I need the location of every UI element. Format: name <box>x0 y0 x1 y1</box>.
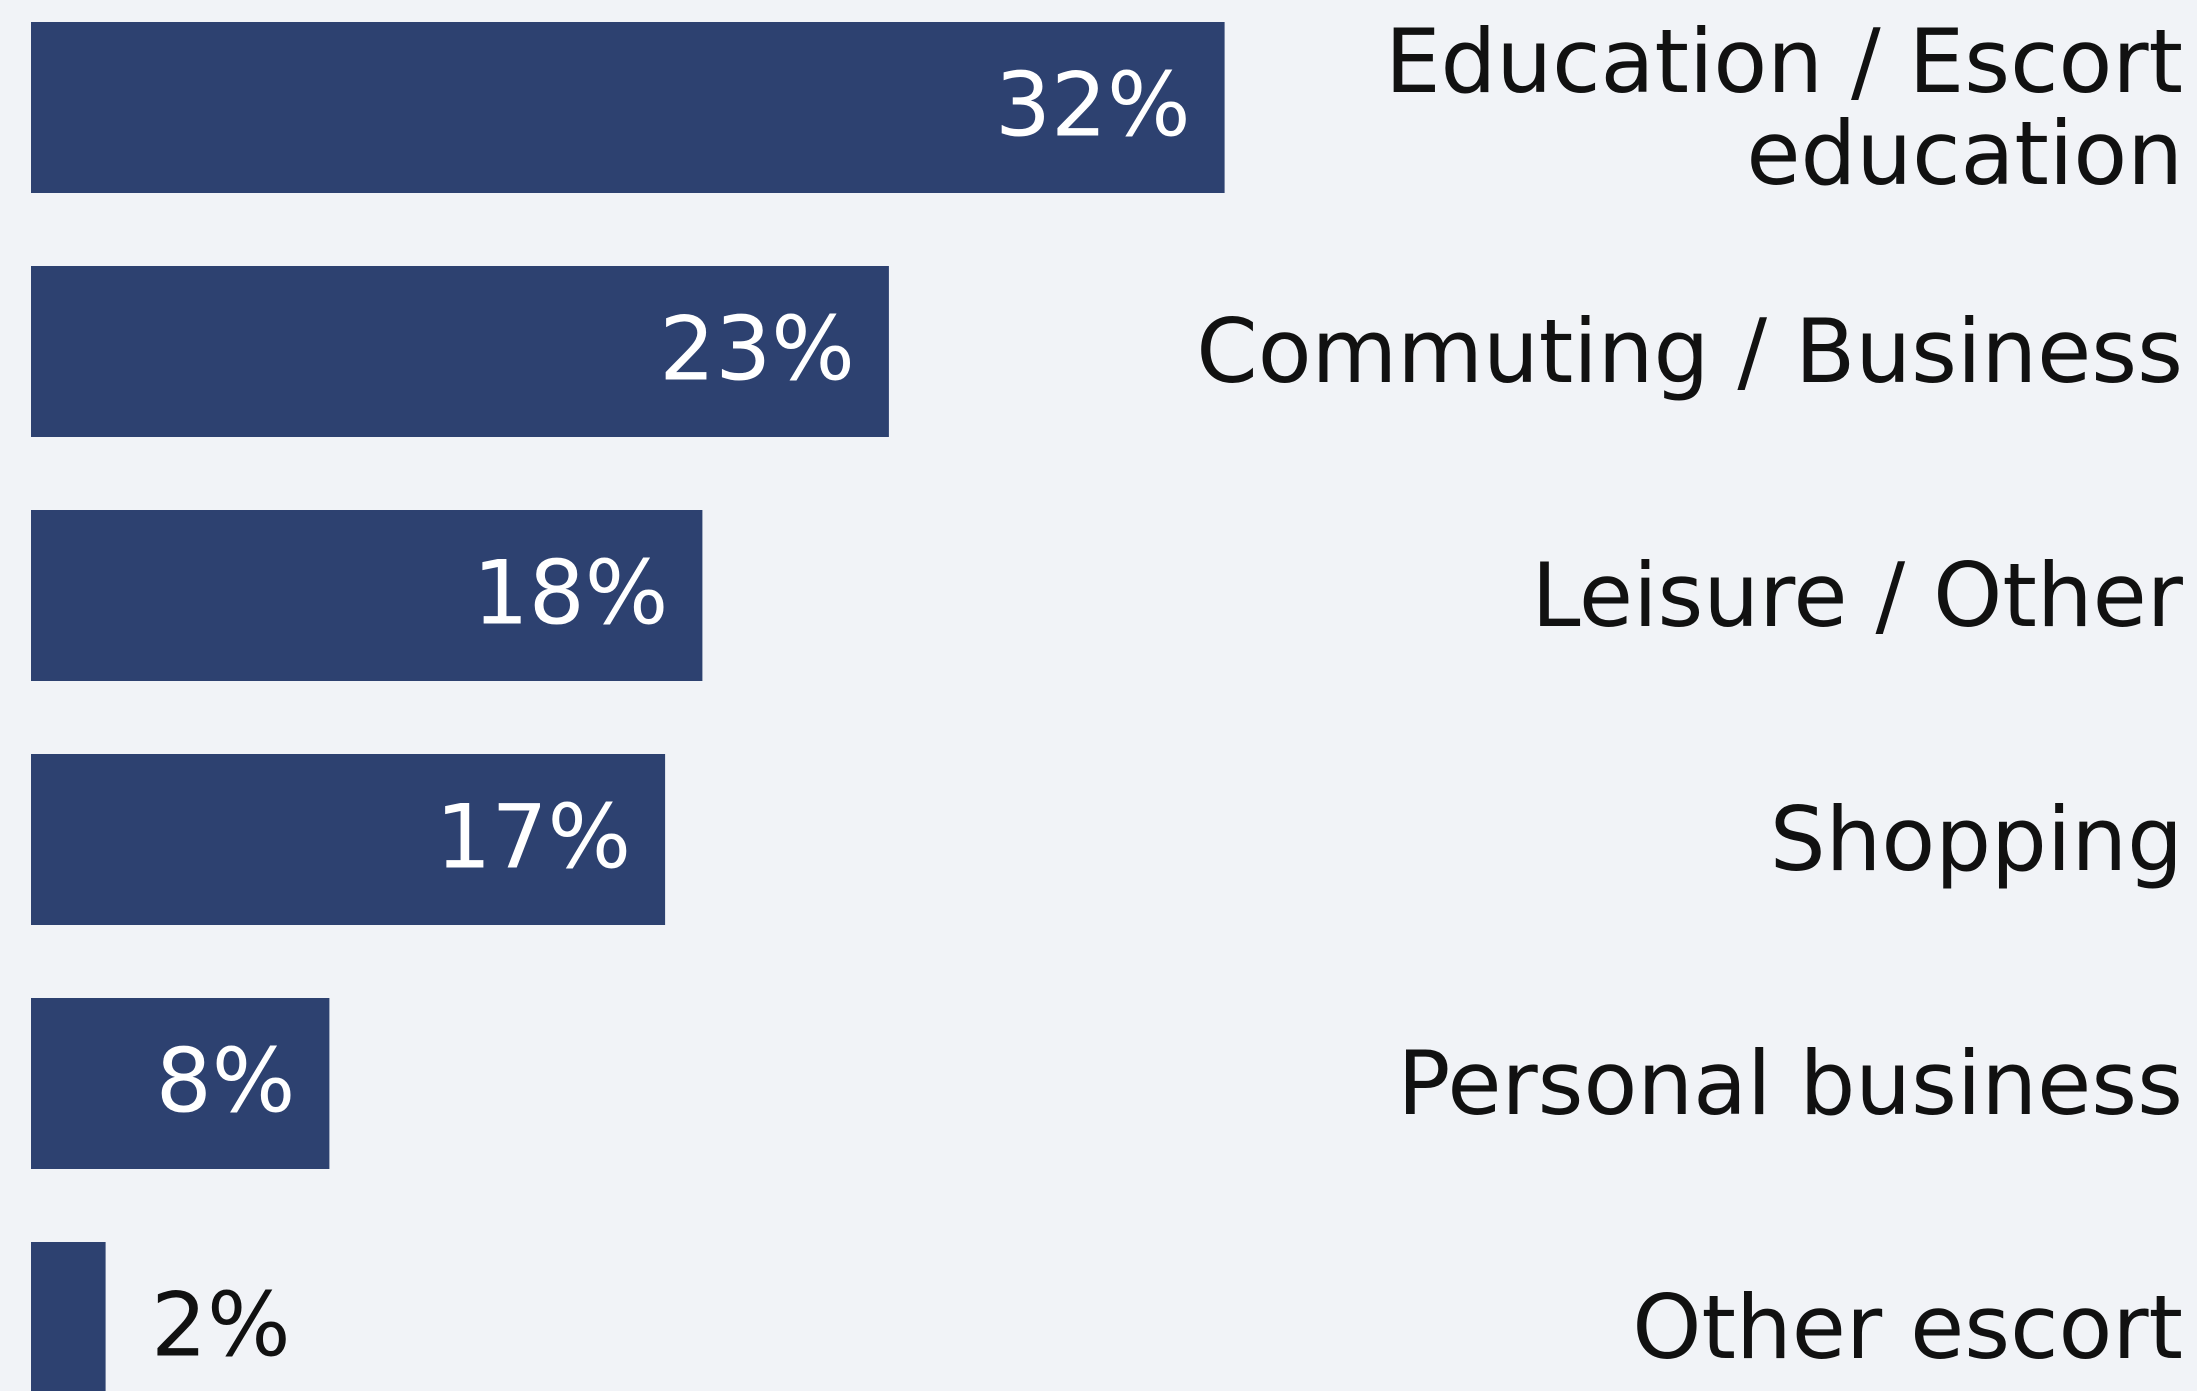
value-label: 18% <box>473 541 669 644</box>
bar <box>31 998 330 1169</box>
category-label: Shopping <box>1769 787 2183 891</box>
value-label: 2% <box>151 1273 291 1376</box>
category-label: Other escort <box>1632 1275 2183 1379</box>
bar <box>31 510 703 681</box>
category-label: Leisure / Other <box>1531 543 2183 647</box>
category-label: Education / Escort education <box>1384 9 2183 205</box>
value-label: 23% <box>659 297 855 400</box>
category-label: Commuting / Business <box>1196 299 2183 403</box>
bar <box>31 22 1225 193</box>
bar <box>31 1242 106 1391</box>
value-label: 8% <box>156 1029 296 1132</box>
bar <box>31 266 889 437</box>
value-label: 17% <box>436 785 632 888</box>
value-label: 32% <box>995 53 1191 156</box>
category-label: Personal business <box>1397 1031 2183 1135</box>
bar <box>31 754 666 925</box>
